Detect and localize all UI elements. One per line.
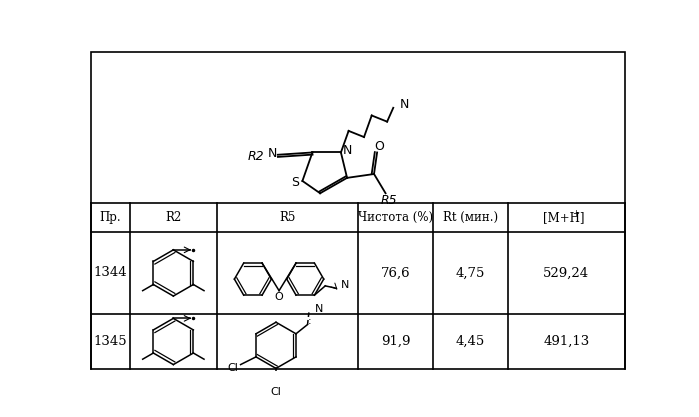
Text: 529,24: 529,24 [543,266,589,279]
Text: Пр.: Пр. [100,211,122,224]
Text: 4,75: 4,75 [456,266,485,279]
Text: O: O [375,140,384,153]
Text: Чистота (%): Чистота (%) [358,211,433,224]
Text: 1345: 1345 [94,335,127,348]
Text: 1344: 1344 [94,266,127,279]
Text: N: N [268,147,277,160]
Text: Cl: Cl [227,363,238,373]
Text: O: O [275,292,283,302]
Text: 491,13: 491,13 [543,335,589,348]
Text: N: N [399,98,409,111]
Text: 91,9: 91,9 [381,335,410,348]
Text: R5: R5 [380,194,397,208]
Text: .: . [308,317,312,327]
Text: Rt (мин.): Rt (мин.) [442,211,498,224]
Text: N: N [315,304,323,314]
Text: 4,45: 4,45 [456,335,485,348]
Text: [M+H]: [M+H] [543,211,585,224]
Text: .: . [308,312,312,322]
Text: N: N [340,280,349,290]
Text: R5: R5 [280,211,296,224]
Text: 76,6: 76,6 [381,266,410,279]
Text: N: N [343,144,352,157]
Text: Cl: Cl [271,387,282,397]
Text: +: + [572,209,579,218]
Text: R2: R2 [248,150,264,163]
Text: R2: R2 [165,211,182,224]
Text: S: S [291,176,298,189]
